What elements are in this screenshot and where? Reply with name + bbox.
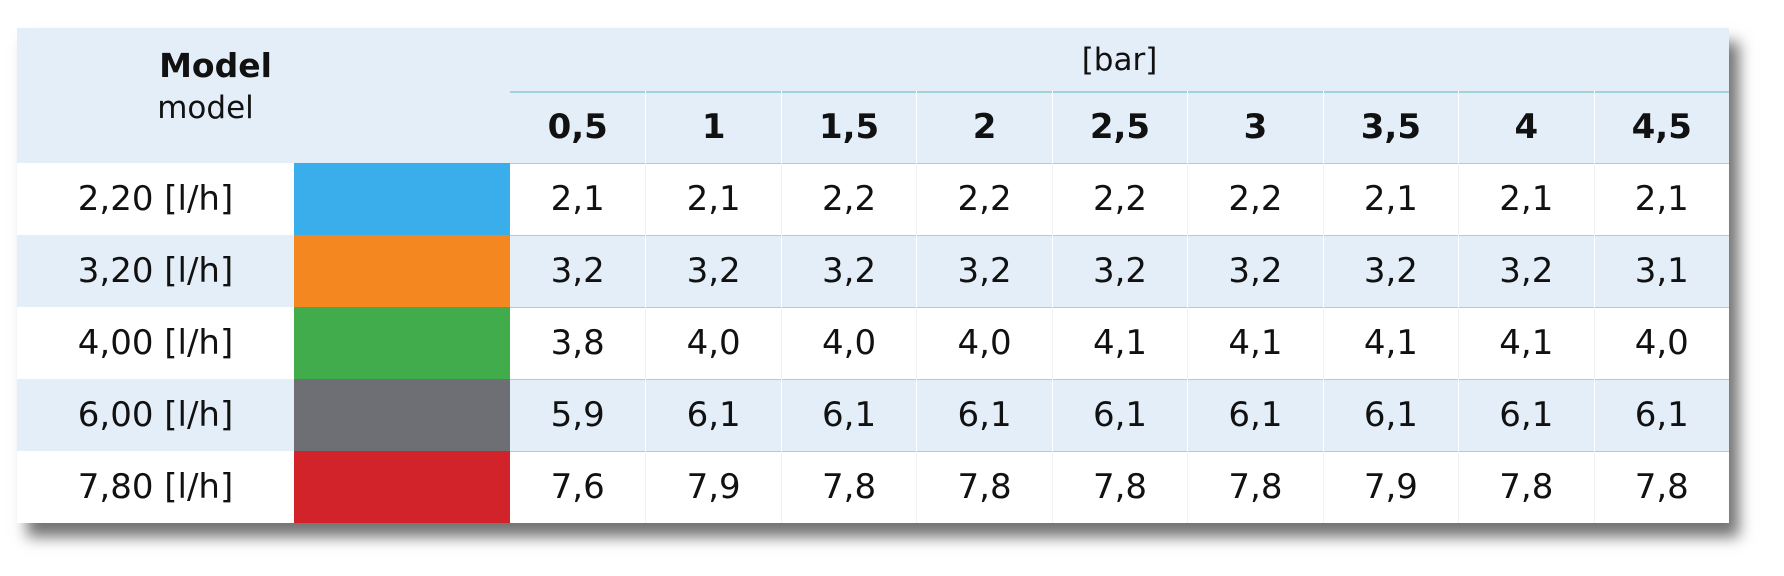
flow-value: 2,1 [1593,163,1729,235]
flow-value: 7,9 [645,451,780,523]
flow-value: 3,2 [1187,235,1322,307]
pressure-header: 1,5 [780,91,916,163]
flow-value: 7,6 [550,467,605,507]
color-swatch [294,451,510,523]
pressure-header: 3 [1187,91,1322,163]
flow-value: 2,2 [916,163,1051,235]
pressure-header: 0,5 [547,107,608,147]
flow-value: 2,2 [1187,163,1322,235]
flow-value: 2,2 [780,163,916,235]
flow-value: 2,1 [1322,163,1458,235]
flow-value: 4,0 [780,307,916,379]
flow-value: 3,1 [1593,235,1729,307]
flow-value: 4,1 [1051,307,1187,379]
flow-value: 2,1 [550,179,605,219]
flow-value: 7,8 [1458,451,1593,523]
model-subtitle: model [157,90,254,126]
flow-value: 6,1 [1458,379,1593,451]
unit-label: [bar] [1081,41,1158,78]
flow-value: 3,2 [1458,235,1593,307]
flow-value: 6,1 [1593,379,1729,451]
flow-value: 4,1 [1187,307,1322,379]
flow-value: 4,1 [1322,307,1458,379]
flow-label: 6,00 [l/h] [77,395,234,435]
flow-label: 4,00 [l/h] [77,323,234,363]
flow-value: 2,1 [645,163,780,235]
pressure-header: 1 [645,91,780,163]
row-divider [510,451,1729,452]
flow-value: 3,2 [1322,235,1458,307]
flow-value: 4,1 [1458,307,1593,379]
flow-label: 2,20 [l/h] [77,179,234,219]
flow-value: 3,2 [780,235,916,307]
flow-value: 4,0 [916,307,1051,379]
flow-value: 3,2 [916,235,1051,307]
flow-label: 3,20 [l/h] [77,251,234,291]
flow-value: 6,1 [1322,379,1458,451]
header-background [17,28,1729,163]
header-divider [510,91,1729,93]
model-title: Model [159,45,272,85]
pressure-header: 3,5 [1322,91,1458,163]
flow-label: 7,80 [l/h] [77,467,234,507]
flow-value: 7,8 [1051,451,1187,523]
color-swatch [294,235,510,307]
flow-value: 3,2 [1051,235,1187,307]
flow-value: 4,0 [1593,307,1729,379]
flow-value: 4,0 [645,307,780,379]
flow-value: 3,2 [550,251,605,291]
flow-value: 2,1 [1458,163,1593,235]
flow-value: 5,9 [550,395,605,435]
flow-value: 6,1 [780,379,916,451]
row-divider [510,163,1729,164]
row-divider [510,379,1729,380]
flow-value: 3,8 [550,323,605,363]
flow-value: 6,1 [1187,379,1322,451]
flow-value: 7,8 [916,451,1051,523]
flow-value: 2,2 [1051,163,1187,235]
flow-value: 7,9 [1322,451,1458,523]
pressure-header: 2 [916,91,1051,163]
color-swatch [294,307,510,379]
row-divider [510,235,1729,236]
flow-value: 7,8 [780,451,916,523]
flow-value: 7,8 [1593,451,1729,523]
pressure-header: 2,5 [1051,91,1187,163]
flow-value: 3,2 [645,235,780,307]
data-table: Model model [bar] 0,5 1 1,5 2 2,5 3 3,5 4 4,5 2,20 [… [17,28,1729,523]
flow-value: 6,1 [645,379,780,451]
pressure-header: 4 [1458,91,1593,163]
color-swatch [294,379,510,451]
row-divider [510,307,1729,308]
flow-value: 6,1 [1051,379,1187,451]
color-swatch [294,163,510,235]
flow-value: 6,1 [916,379,1051,451]
flow-value: 7,8 [1187,451,1322,523]
pressure-header: 4,5 [1593,91,1729,163]
